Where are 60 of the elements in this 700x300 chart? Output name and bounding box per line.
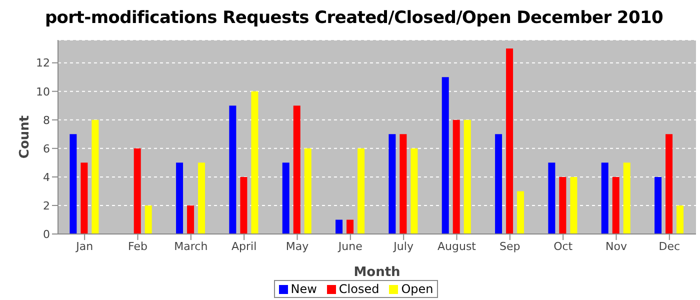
bar xyxy=(187,205,194,234)
bar xyxy=(517,191,524,234)
bar xyxy=(388,134,396,234)
bar xyxy=(144,205,152,234)
bar xyxy=(229,106,236,234)
bar xyxy=(70,134,77,234)
bar xyxy=(654,176,662,234)
x-tick-label: May xyxy=(286,240,310,253)
y-tick-label: 10 xyxy=(36,85,50,98)
x-axis-title: Month xyxy=(354,265,400,280)
y-tick-label: 6 xyxy=(43,142,50,156)
x-tick-label: June xyxy=(337,240,363,253)
y-tick-label: 0 xyxy=(43,228,50,241)
bar xyxy=(495,134,502,234)
bar xyxy=(176,162,184,234)
x-tick-label: Dec xyxy=(658,240,680,253)
bar xyxy=(612,176,620,234)
bar xyxy=(358,148,365,234)
bar xyxy=(240,176,248,234)
legend-label: New xyxy=(290,282,317,296)
bar xyxy=(410,148,418,234)
bar xyxy=(400,134,407,234)
bar xyxy=(570,176,578,234)
x-tick-label: Jan xyxy=(75,240,94,253)
bar xyxy=(92,120,99,234)
bar xyxy=(293,106,300,234)
bar xyxy=(251,91,258,234)
bar xyxy=(336,220,343,234)
bar xyxy=(452,120,460,234)
y-tick-label: 8 xyxy=(43,114,50,127)
x-tick-label: Nov xyxy=(606,240,628,253)
legend-label: Open xyxy=(400,282,434,296)
bar xyxy=(442,77,449,234)
x-tick-label: Feb xyxy=(128,240,148,253)
bar xyxy=(559,176,566,234)
bar xyxy=(623,162,630,234)
y-tick-label: 2 xyxy=(43,199,50,212)
y-axis-title: Count xyxy=(18,115,33,159)
bar xyxy=(282,162,290,234)
bar xyxy=(601,162,608,234)
x-tick-label: Sep xyxy=(500,240,520,253)
x-tick-label: Oct xyxy=(554,240,574,253)
bar xyxy=(134,148,141,234)
y-tick-label: 4 xyxy=(43,170,50,184)
chart-title: port-modifications Requests Created/Closed/Open December 2010 xyxy=(44,8,664,30)
x-tick-label: March xyxy=(174,240,208,253)
bar xyxy=(304,148,312,234)
bar xyxy=(346,220,354,234)
bar xyxy=(464,120,471,234)
x-tick-label: August xyxy=(438,240,477,253)
x-tick-label: April xyxy=(232,240,257,253)
bar xyxy=(80,162,88,234)
bar xyxy=(506,48,514,234)
bar xyxy=(676,205,684,234)
x-tick-label: July xyxy=(392,240,414,253)
bar xyxy=(666,134,673,234)
legend-label: Closed xyxy=(338,282,380,296)
y-tick-label: 12 xyxy=(36,56,50,70)
bar xyxy=(548,162,556,234)
bar xyxy=(198,162,206,234)
